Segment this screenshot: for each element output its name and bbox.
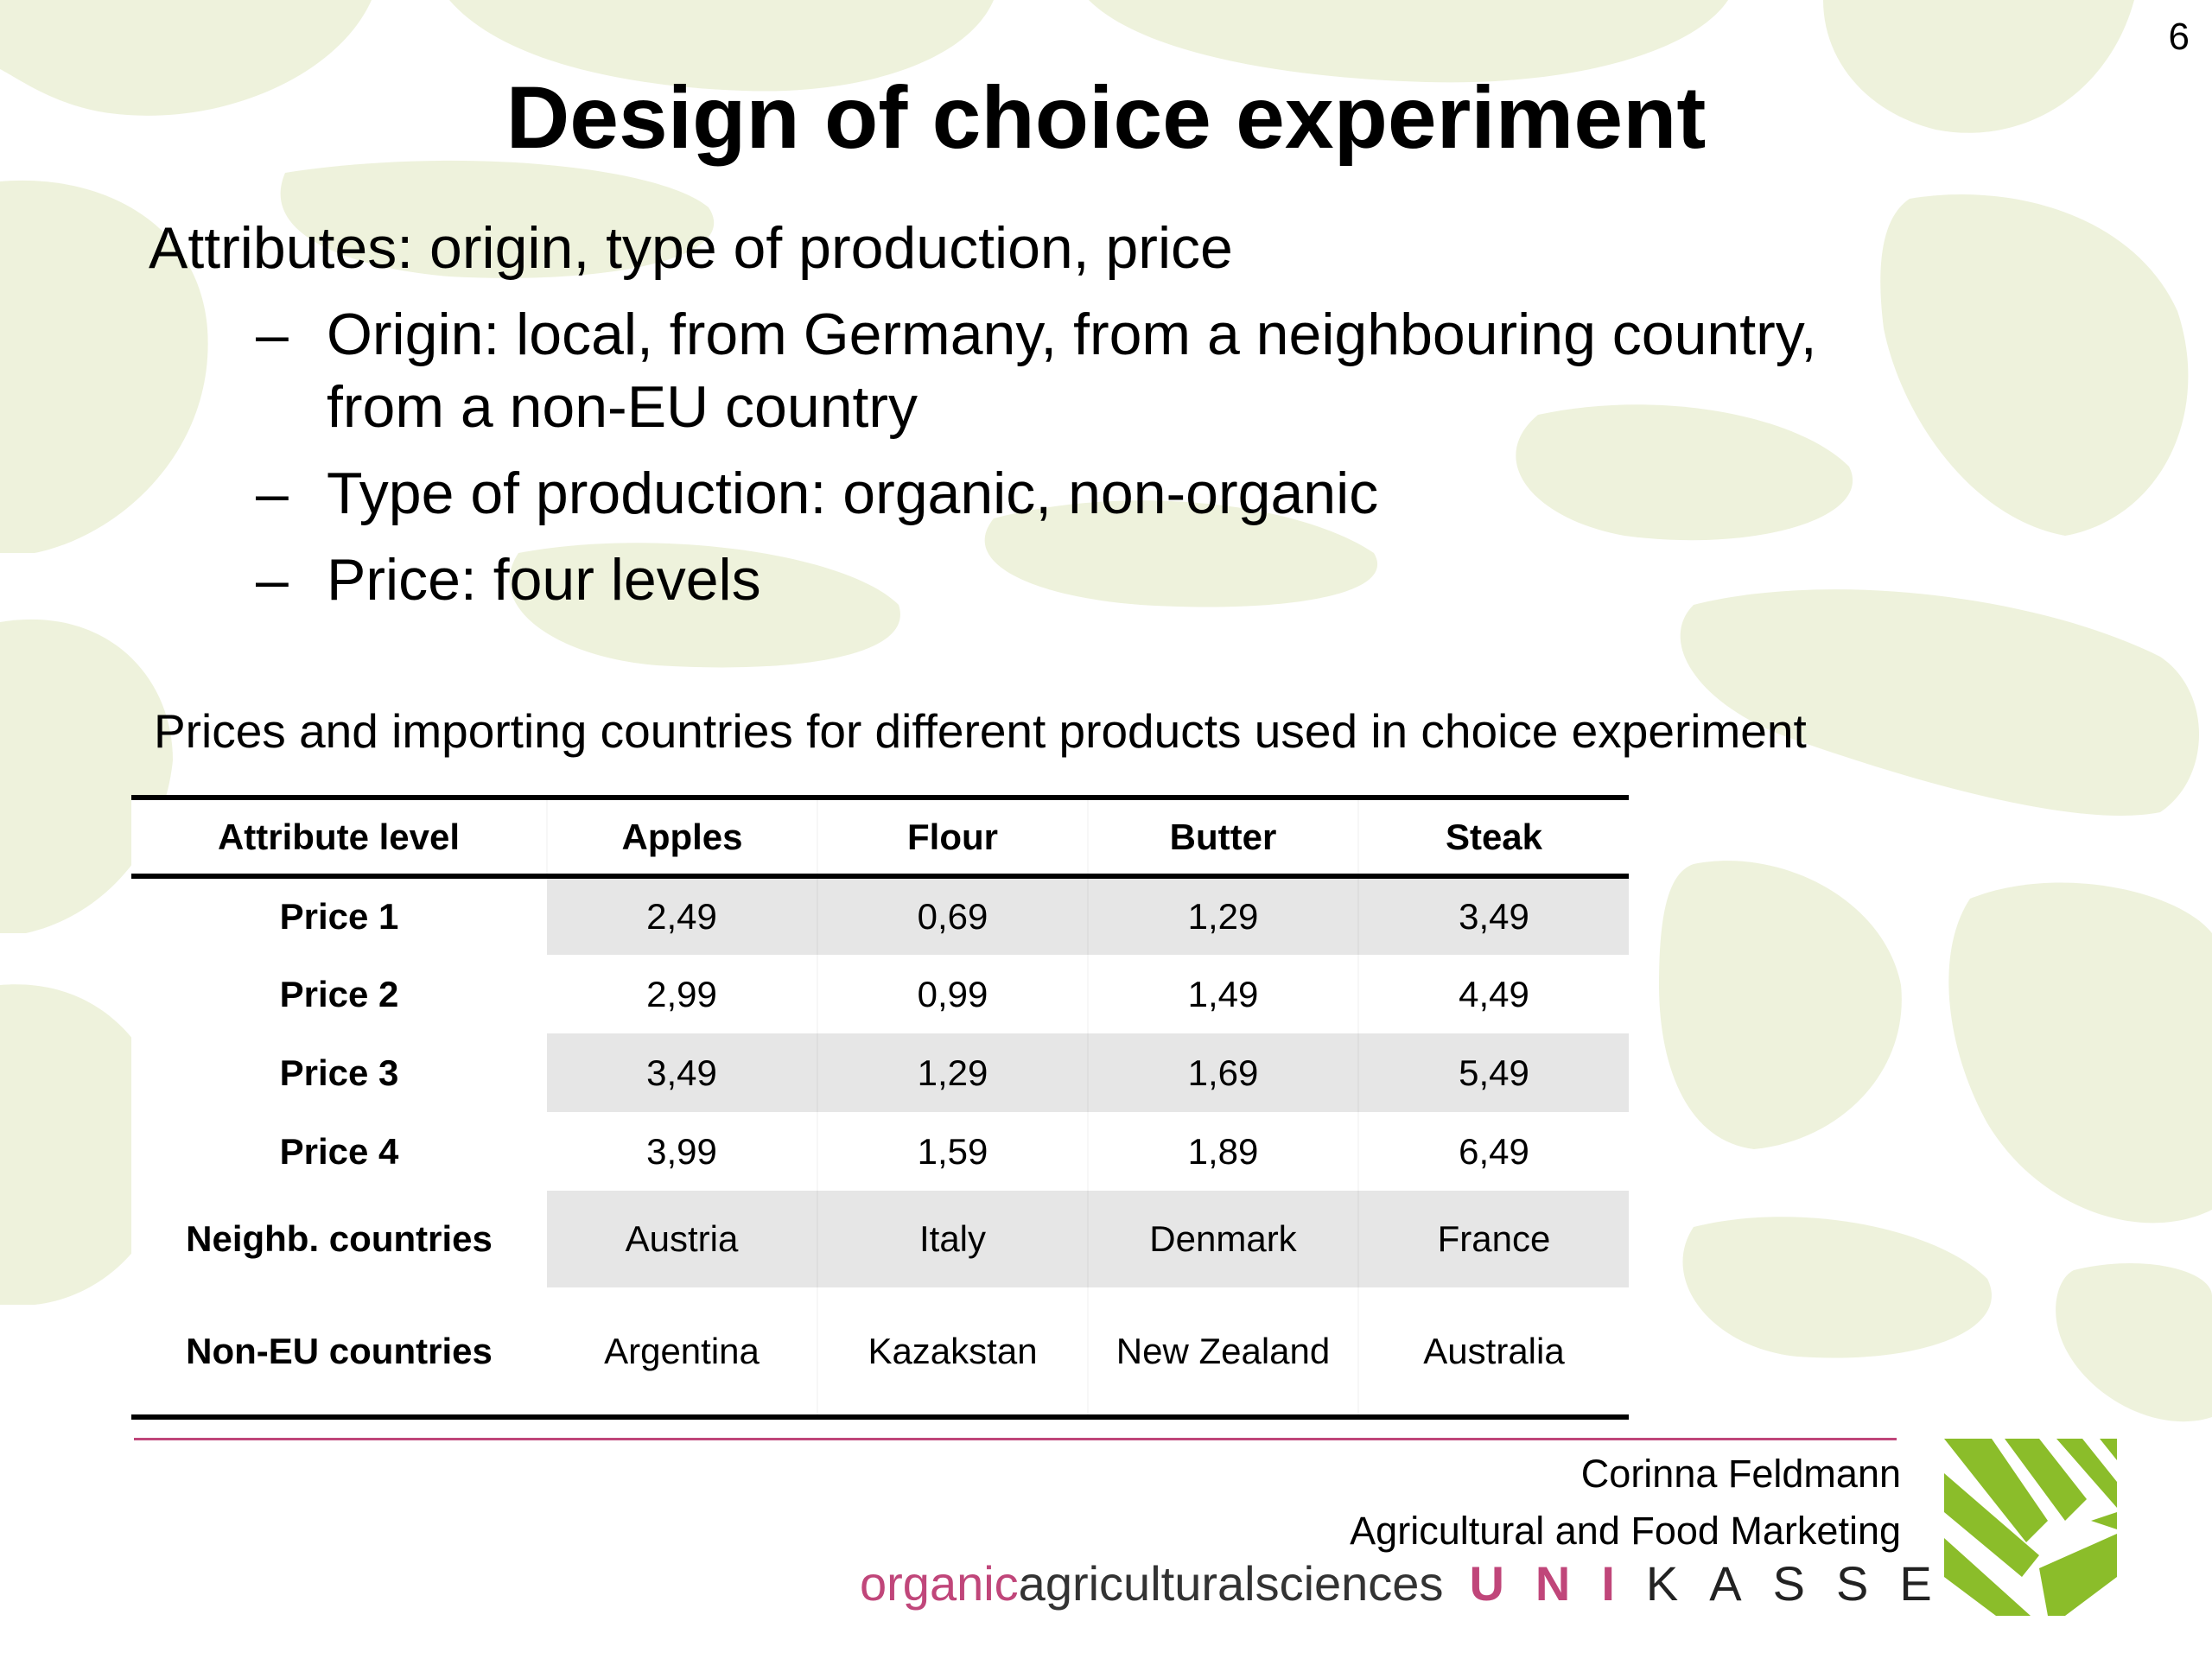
row-label: Price 3 xyxy=(131,1033,547,1112)
origin-bullet-text: Origin: local, from Germany, from a neig… xyxy=(327,302,1817,440)
university-wordmark: organicagriculturalsciences UNIKASSEL xyxy=(860,1555,2021,1611)
table-cell: 1,29 xyxy=(817,1033,1088,1112)
dash-marker: – xyxy=(256,302,289,367)
slide-title: Design of choice experiment xyxy=(505,68,1707,167)
table-cell: 1,59 xyxy=(817,1112,1088,1191)
table-cell: 0,69 xyxy=(817,876,1088,955)
table-row: Price 4 3,99 1,59 1,89 6,49 xyxy=(131,1112,1629,1191)
table-cell: Austria xyxy=(547,1191,817,1287)
slide-number: 6 xyxy=(2168,16,2190,58)
prices-countries-table: Attribute level Apples Flour Butter Stea… xyxy=(131,795,1629,1420)
table-cell: 3,49 xyxy=(1358,876,1629,955)
header-butter: Butter xyxy=(1088,798,1358,876)
production-bullet: – Type of production: organic, non-organ… xyxy=(149,457,1934,530)
dash-marker: – xyxy=(256,547,289,613)
table-cell: 1,89 xyxy=(1088,1112,1358,1191)
table-row: Price 3 3,49 1,29 1,69 5,49 xyxy=(131,1033,1629,1112)
table-caption: Prices and importing countries for diffe… xyxy=(154,704,1807,758)
table-row: Price 2 2,99 0,99 1,49 4,49 xyxy=(131,955,1629,1033)
production-bullet-text: Type of production: organic, non-organic xyxy=(327,461,1379,526)
table-row: Price 1 2,49 0,69 1,29 3,49 xyxy=(131,876,1629,955)
table-cell: 6,49 xyxy=(1358,1112,1629,1191)
table-cell: 2,49 xyxy=(547,876,817,955)
table-cell: 4,49 xyxy=(1358,955,1629,1033)
bullet-list: Attributes: origin, type of production, … xyxy=(149,212,1934,616)
row-label: Price 1 xyxy=(131,876,547,955)
table-cell: 5,49 xyxy=(1358,1033,1629,1112)
table-cell: Kazakstan xyxy=(817,1287,1088,1417)
table-cell: Denmark xyxy=(1088,1191,1358,1287)
table-cell: New Zealand xyxy=(1088,1287,1358,1417)
table-cell: 1,69 xyxy=(1088,1033,1358,1112)
table-cell: Italy xyxy=(817,1191,1088,1287)
table-cell: Australia xyxy=(1358,1287,1629,1417)
attributes-bullet: Attributes: origin, type of production, … xyxy=(149,215,1233,281)
department-name: Agricultural and Food Marketing xyxy=(1350,1509,1901,1553)
wordmark-uni: UNI xyxy=(1469,1556,1646,1611)
row-label: Price 2 xyxy=(131,955,547,1033)
university-logo-icon xyxy=(1944,1439,2117,1616)
header-apples: Apples xyxy=(547,798,817,876)
header-steak: Steak xyxy=(1358,798,1629,876)
table-cell: 1,29 xyxy=(1088,876,1358,955)
header-attribute-level: Attribute level xyxy=(217,816,461,857)
author-name: Corinna Feldmann xyxy=(1580,1452,1901,1496)
table-cell: 3,49 xyxy=(547,1033,817,1112)
wordmark-organic: organic xyxy=(860,1556,1019,1611)
table-cell: Argentina xyxy=(547,1287,817,1417)
price-bullet: – Price: four levels xyxy=(149,543,1934,616)
table-cell: 3,99 xyxy=(547,1112,817,1191)
table-cell: 0,99 xyxy=(817,955,1088,1033)
table-header-row: Attribute level Apples Flour Butter Stea… xyxy=(131,798,1629,876)
table-row: Non-EU countries Argentina Kazakstan New… xyxy=(131,1287,1629,1417)
origin-bullet: – Origin: local, from Germany, from a ne… xyxy=(149,298,1934,443)
row-label: Neighb. countries xyxy=(131,1191,547,1287)
row-label: Price 4 xyxy=(131,1112,547,1191)
table-cell: France xyxy=(1358,1191,1629,1287)
header-flour: Flour xyxy=(817,798,1088,876)
wordmark-agricultural-sciences: agriculturalsciences xyxy=(1018,1556,1444,1611)
table-row: Neighb. countries Austria Italy Denmark … xyxy=(131,1191,1629,1287)
price-bullet-text: Price: four levels xyxy=(327,547,761,613)
table-cell: 1,49 xyxy=(1088,955,1358,1033)
footer-divider xyxy=(134,1438,1897,1440)
dash-marker: – xyxy=(256,461,289,526)
row-label: Non-EU countries xyxy=(131,1287,547,1417)
wordmark-kassel: KASSEL xyxy=(1645,1556,2021,1611)
table-cell: 2,99 xyxy=(547,955,817,1033)
